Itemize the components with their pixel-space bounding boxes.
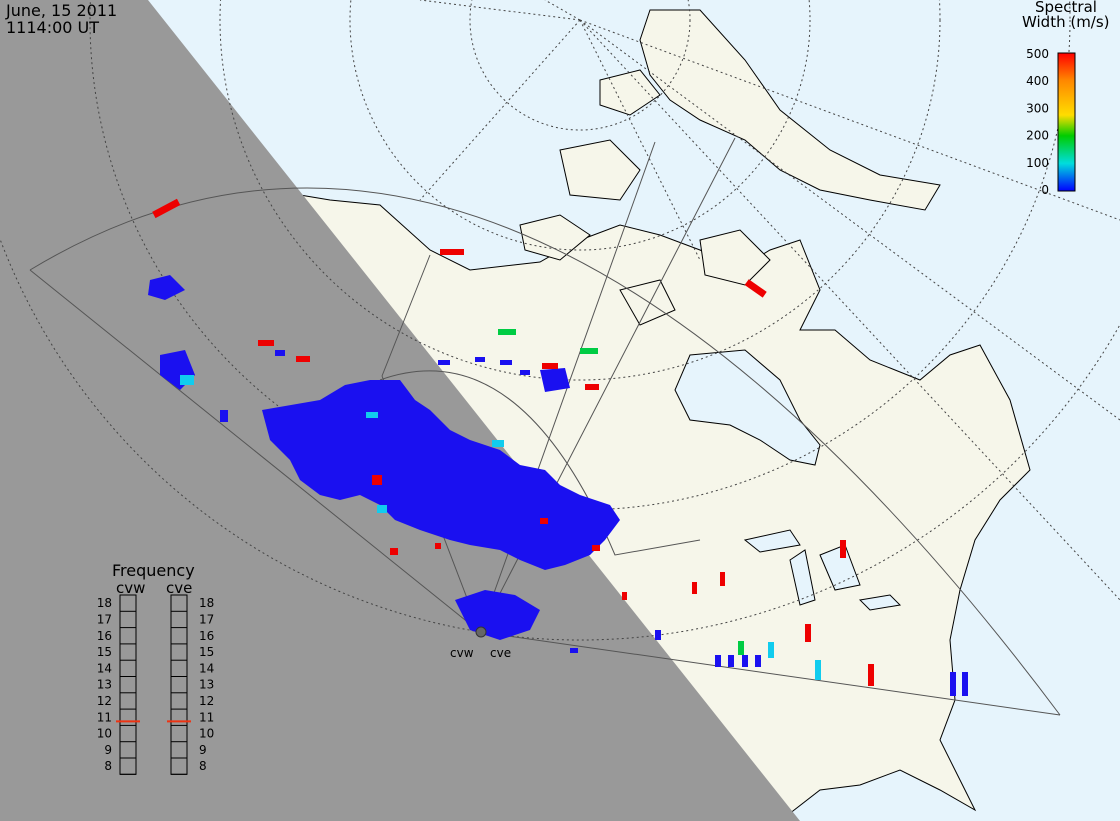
- echo-cell: [720, 572, 725, 586]
- timestamp-header: June, 15 2011 1114:00 UT: [6, 2, 117, 36]
- frequency-scale-label: 8: [199, 759, 207, 773]
- echo-cell: [377, 505, 387, 513]
- echo-cell: [742, 655, 748, 667]
- frequency-scale-label: 15: [97, 645, 112, 659]
- echo-cell: [520, 370, 530, 375]
- legend-title-line2: Width (m/s): [1022, 13, 1110, 31]
- echo-cell: [655, 630, 661, 640]
- echo-cell: [840, 540, 846, 558]
- frequency-scale-label: 16: [199, 629, 214, 643]
- echo-cell: [728, 655, 734, 667]
- radar-echoes: [148, 198, 968, 696]
- echo-cell: [692, 582, 697, 594]
- frequency-scale-label: 13: [199, 678, 214, 692]
- echo-cell: [498, 329, 516, 335]
- greenland: [639, 9, 941, 211]
- frequency-scale-label: 10: [199, 727, 214, 741]
- echo-cell: [492, 440, 504, 447]
- echo-cell: [438, 360, 450, 365]
- echo-cell: [768, 642, 774, 658]
- echo-cluster-blue-site: [455, 590, 540, 640]
- legend-color-bar: [1057, 52, 1076, 192]
- echo-cell: [220, 410, 228, 422]
- hudson-bay: [674, 349, 821, 466]
- echo-cell: [275, 350, 285, 356]
- legend-tick-label: 500: [1026, 47, 1049, 61]
- echo-blue-hudson: [540, 368, 570, 392]
- legend-tick-label: 300: [1026, 101, 1049, 115]
- echo-cell: [805, 624, 811, 642]
- echo-cluster-blue-west: [148, 275, 185, 300]
- spectral-width-legend: Spectral Width (m/s) 500 400 300 200 100 0: [1022, 0, 1110, 197]
- frequency-panel: Frequency cvw cve 18 17 16 15 14 13 12 11 10 9 8 18…: [97, 561, 214, 775]
- frequency-scale-label: 12: [199, 694, 214, 708]
- legend-tick-label: 400: [1026, 74, 1049, 88]
- frequency-scale-label: 14: [199, 661, 214, 675]
- frequency-scale-label: 18: [97, 596, 112, 610]
- frequency-scale-label: 11: [199, 710, 214, 724]
- radar-site-marker[interactable]: [475, 626, 487, 638]
- legend-tick-label: 0: [1041, 183, 1049, 197]
- frequency-scale-label: 9: [104, 743, 112, 757]
- legend-title-line1: Spectral: [1035, 0, 1097, 16]
- echo-cluster-blue-main: [262, 380, 620, 570]
- legend-tick-label: 100: [1026, 156, 1049, 170]
- arctic-islands: [519, 69, 771, 326]
- frequency-scale-label: 16: [97, 629, 112, 643]
- great-lakes: [743, 529, 902, 611]
- echo-cell: [868, 664, 874, 686]
- frequency-scale-label: 15: [199, 645, 214, 659]
- echo-cell: [152, 198, 181, 219]
- frequency-scale-label: 8: [104, 759, 112, 773]
- echo-cell: [366, 412, 378, 418]
- echo-cell: [592, 545, 600, 551]
- radar-site-label-right: cve: [490, 646, 511, 660]
- echo-cell: [950, 672, 956, 696]
- frequency-scale-label: 17: [97, 612, 112, 626]
- echo-cell: [962, 672, 968, 696]
- longitude-grid: [419, 0, 1120, 601]
- echo-cell: [580, 348, 598, 354]
- echo-cell: [372, 475, 382, 485]
- echo-cell: [500, 360, 512, 365]
- frequency-scale-label: 14: [97, 661, 112, 675]
- latitude-grid: [0, 0, 1120, 641]
- echo-cell: [738, 641, 744, 655]
- frequency-scale-label: 18: [199, 596, 214, 610]
- radar-site-label-left: cvw: [450, 646, 474, 660]
- echo-cell: [540, 518, 548, 524]
- echo-cell: [542, 363, 558, 369]
- echo-cell: [622, 592, 627, 600]
- frequency-scale-label: 11: [97, 710, 112, 724]
- frequency-scale-label: 12: [97, 694, 112, 708]
- frequency-scale-label: 17: [199, 612, 214, 626]
- frequency-scale-label: 9: [199, 743, 207, 757]
- frequency-scale-label: 13: [97, 678, 112, 692]
- time-label: 1114:00 UT: [6, 18, 100, 37]
- echo-cell: [390, 548, 398, 555]
- echo-cell: [296, 356, 310, 362]
- echo-cell: [180, 375, 194, 385]
- date-label: June, 15 2011: [6, 1, 118, 20]
- echo-cell: [258, 340, 274, 346]
- echo-cell: [440, 249, 464, 255]
- echo-cell: [744, 279, 767, 298]
- frequency-radar-left: cvw: [116, 579, 145, 597]
- echo-cell: [755, 655, 761, 667]
- echo-cell: [715, 655, 721, 667]
- frequency-radar-right: cve: [166, 579, 192, 597]
- echo-cell: [570, 648, 578, 653]
- echo-cell: [815, 660, 821, 680]
- echo-cell: [475, 357, 485, 362]
- legend-tick-label: 200: [1026, 129, 1049, 143]
- frequency-scale-label: 10: [97, 727, 112, 741]
- echo-cell: [435, 543, 441, 549]
- frequency-title: Frequency: [112, 561, 195, 580]
- echo-cell: [585, 384, 599, 390]
